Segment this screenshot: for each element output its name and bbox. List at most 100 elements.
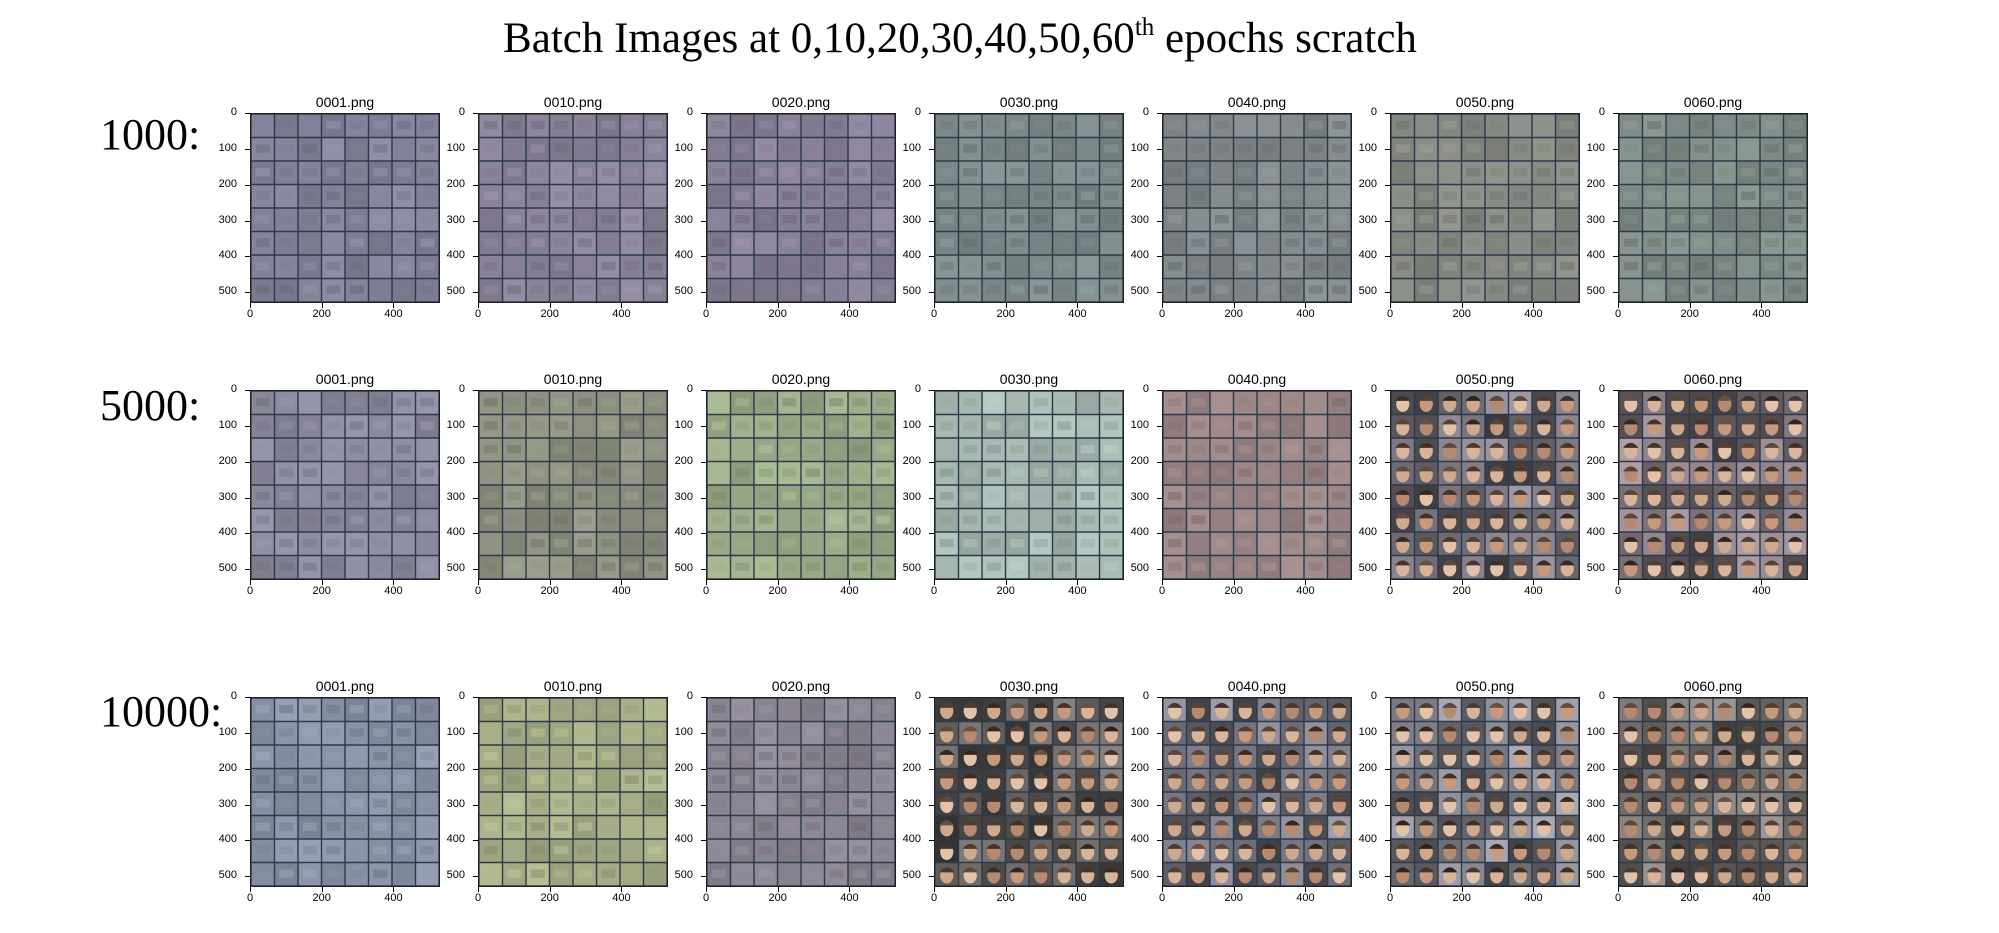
y-tick-mark (1385, 569, 1390, 571)
y-tick-label: 500 (1130, 285, 1149, 298)
x-tick-label: 0 (702, 585, 710, 597)
x-tick-label: 400 (1296, 585, 1315, 597)
x-tick-label: 0 (930, 308, 938, 320)
y-tick-label: 400 (1358, 526, 1377, 539)
y-tick-label: 300 (674, 797, 693, 810)
y-tick-label: 400 (1130, 249, 1149, 262)
x-tick-label: 400 (1068, 585, 1087, 597)
panel-title: 0020.png (771, 94, 831, 110)
y-tick-label: 500 (674, 285, 693, 298)
x-tick-mark (934, 887, 935, 892)
y-tick-label: 500 (902, 285, 921, 298)
y-tick-label: 100 (446, 418, 465, 431)
y-tick-label: 100 (1130, 418, 1149, 431)
y-tick-label: 0 (1142, 106, 1149, 118)
x-tick-mark (1305, 303, 1307, 308)
y-tick-label: 300 (218, 797, 237, 810)
y-tick-label: 400 (902, 526, 921, 539)
y-tick-mark (701, 184, 706, 186)
panel-title: 0010.png (543, 371, 603, 387)
x-tick-label: 200 (540, 585, 559, 597)
row-label: 1000: (100, 110, 201, 159)
figure-title: Batch Images at 0,10,20,30,40,50,60th ep… (0, 14, 1920, 63)
batch-panel: 0050.png 0 100 200 300 400 500 0 200 400 (1352, 94, 1580, 320)
y-tick-label: 300 (1130, 797, 1149, 810)
generated-image-grid (706, 390, 896, 580)
y-tick-mark (1157, 804, 1162, 806)
x-tick-mark (621, 580, 623, 585)
y-tick-label: 500 (446, 285, 465, 298)
y-tick-mark (1385, 461, 1390, 463)
y-tick-label: 0 (1370, 383, 1377, 395)
generated-image-grid (934, 390, 1124, 580)
y-tick-label: 500 (674, 869, 693, 882)
panel-title: 0010.png (543, 94, 603, 110)
y-tick-mark (473, 876, 478, 878)
y-tick-label: 300 (674, 490, 693, 503)
y-tick-mark (245, 184, 250, 186)
panel-title: 0060.png (1683, 94, 1743, 110)
y-tick-label: 0 (1598, 106, 1605, 118)
y-tick-mark (1157, 697, 1162, 698)
generated-image-grid (250, 113, 440, 303)
x-tick-mark (321, 303, 323, 308)
x-tick-label: 0 (246, 308, 254, 320)
y-tick-label: 500 (1358, 869, 1377, 882)
y-tick-mark (1157, 768, 1162, 770)
x-tick-mark (1077, 887, 1079, 892)
batch-panel: 0030.png 0 100 200 300 400 500 0 200 400 (896, 371, 1124, 597)
panel-title: 0030.png (999, 94, 1059, 110)
y-tick-mark (701, 876, 706, 878)
y-tick-label: 0 (1598, 690, 1605, 702)
y-tick-label: 200 (1586, 761, 1605, 774)
y-tick-mark (701, 768, 706, 770)
x-tick-mark (1390, 303, 1391, 308)
generated-image-grid (934, 697, 1124, 887)
batch-panel: 0030.png 0 100 200 300 400 500 0 200 400 (896, 94, 1124, 320)
y-tick-mark (1157, 461, 1162, 463)
x-tick-mark (706, 887, 707, 892)
y-tick-mark (1157, 256, 1162, 258)
y-tick-label: 0 (686, 690, 693, 702)
x-tick-mark (1689, 303, 1691, 308)
x-tick-label: 400 (1296, 892, 1315, 904)
y-tick-mark (1613, 804, 1618, 806)
y-tick-mark (701, 497, 706, 499)
panel-title: 0001.png (315, 371, 375, 387)
x-tick-mark (1689, 887, 1691, 892)
x-tick-label: 200 (312, 585, 331, 597)
x-tick-label: 400 (1524, 892, 1543, 904)
y-tick-label: 100 (674, 725, 693, 738)
batch-panel: 0040.png 0 100 200 300 400 500 0 200 400 (1124, 371, 1352, 597)
panel-title: 0020.png (771, 678, 831, 694)
y-tick-label: 500 (902, 869, 921, 882)
y-tick-mark (929, 768, 934, 770)
y-tick-label: 0 (1370, 690, 1377, 702)
y-tick-label: 400 (446, 526, 465, 539)
x-tick-label: 0 (1158, 585, 1166, 597)
y-tick-mark (1385, 184, 1390, 186)
y-tick-label: 0 (1142, 383, 1149, 395)
panel-title: 0050.png (1455, 94, 1515, 110)
y-tick-mark (473, 113, 478, 114)
y-tick-mark (1385, 697, 1390, 698)
y-tick-label: 200 (902, 761, 921, 774)
x-tick-mark (1533, 303, 1535, 308)
generated-image-grid (706, 697, 896, 887)
y-tick-mark (701, 256, 706, 258)
x-tick-mark (1761, 580, 1763, 585)
y-tick-mark (929, 390, 934, 391)
x-tick-label: 400 (1752, 892, 1771, 904)
y-tick-mark (1613, 697, 1618, 698)
y-tick-label: 500 (218, 869, 237, 882)
y-tick-label: 100 (1130, 141, 1149, 154)
x-tick-label: 200 (1224, 308, 1243, 320)
x-tick-mark (1233, 887, 1235, 892)
title-main: Batch Images at 0,10,20,30,40,50,60 (503, 15, 1135, 62)
x-tick-label: 200 (1452, 308, 1471, 320)
x-tick-mark (1233, 580, 1235, 585)
y-tick-label: 300 (446, 213, 465, 226)
y-tick-label: 300 (902, 213, 921, 226)
x-tick-label: 200 (312, 308, 331, 320)
x-tick-mark (250, 580, 251, 585)
